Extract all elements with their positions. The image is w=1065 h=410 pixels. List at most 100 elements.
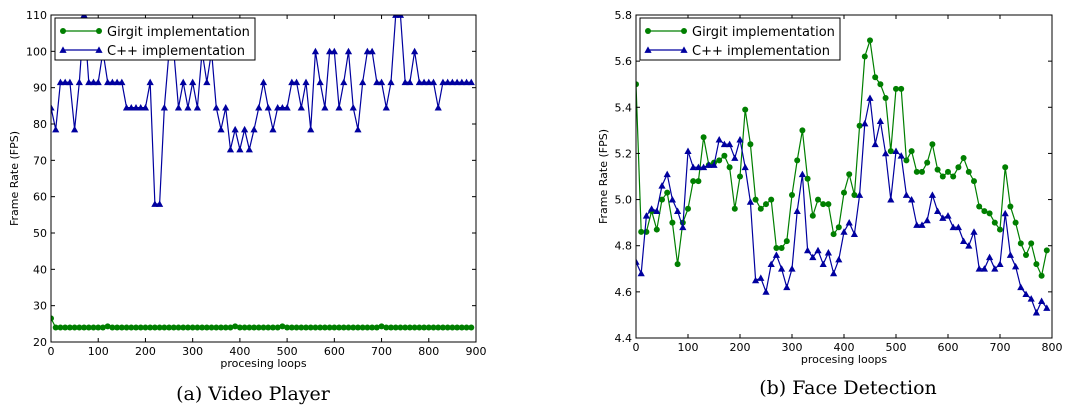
data-point (425, 78, 433, 86)
data-point (658, 182, 666, 189)
data-point (336, 324, 343, 331)
data-point (636, 258, 640, 265)
chart-panel-2: 0 100 200 300 400 500 600 700 800 4.4 4.6 4.8 5.0 5.2… (597, 9, 1063, 399)
data-point (1027, 295, 1035, 302)
data-point (1012, 262, 1020, 270)
data-point (302, 78, 310, 86)
y-tick-label: 80 (33, 118, 47, 131)
y-tick-label: 20 (33, 336, 47, 349)
plot-frame (50, 14, 477, 343)
y-tick-label: 40 (33, 263, 47, 276)
x-tick-label: 600 (938, 341, 959, 354)
data-point (52, 324, 59, 331)
data-point (151, 200, 159, 207)
data-point (746, 198, 754, 205)
data-point (861, 53, 868, 60)
data-point (236, 324, 243, 331)
data-point (80, 15, 88, 18)
data-point (62, 324, 69, 331)
data-point (245, 145, 253, 153)
x-tick-label: 500 (277, 345, 298, 358)
legend-marker (644, 46, 652, 53)
data-point (747, 141, 754, 148)
data-point (89, 78, 98, 86)
data-point (887, 148, 894, 155)
data-point (866, 94, 874, 101)
data-point (335, 104, 343, 111)
data-point (903, 157, 910, 164)
data-point (146, 78, 154, 86)
data-point (768, 196, 775, 203)
data-point (406, 324, 413, 331)
data-point (354, 125, 362, 133)
legend-entry: C++ implementation (107, 44, 245, 59)
data-point (887, 195, 895, 203)
data-point (991, 219, 998, 226)
data-point (388, 324, 394, 331)
data-point (397, 324, 404, 331)
data-point (679, 223, 687, 231)
data-point (51, 315, 54, 322)
data-point (949, 223, 957, 231)
x-tick-label: 600 (324, 345, 345, 358)
data-point (1032, 309, 1040, 316)
data-point (415, 78, 423, 86)
data-point (934, 207, 942, 214)
data-point (259, 78, 268, 86)
data-point (307, 125, 315, 133)
y-tick-label: 100 (26, 45, 47, 58)
data-point (882, 149, 890, 157)
data-point (340, 78, 348, 86)
y-tick-label: 4.8 (615, 240, 633, 253)
data-point (653, 226, 660, 233)
data-point (846, 171, 853, 178)
data-point (241, 125, 249, 133)
data-point (292, 78, 301, 86)
data-point (255, 104, 263, 111)
data-point (184, 324, 191, 331)
data-point (226, 145, 235, 153)
data-point (142, 324, 149, 331)
data-point (264, 104, 272, 111)
data-point (986, 253, 994, 261)
data-point (218, 324, 224, 331)
data-point (720, 140, 728, 148)
x-tick-label: 800 (1042, 341, 1063, 354)
data-point (1033, 261, 1040, 268)
data-point (95, 324, 102, 331)
data-point (293, 324, 300, 331)
data-point (1017, 283, 1025, 291)
data-point (128, 324, 135, 331)
data-point (364, 324, 371, 331)
data-point (344, 47, 353, 55)
data-point (85, 324, 92, 331)
data-point (1043, 247, 1050, 254)
data-point (741, 163, 749, 171)
data-point (1038, 272, 1045, 279)
data-point (66, 78, 74, 86)
data-point (700, 134, 707, 141)
data-point (918, 221, 926, 228)
data-point (127, 104, 135, 111)
data-point (199, 324, 206, 331)
data-point (642, 212, 650, 219)
data-point (94, 78, 102, 86)
data-point (316, 78, 324, 86)
data-point (396, 15, 405, 18)
data-point (783, 238, 790, 245)
data-point (695, 178, 702, 185)
legend-marker (96, 28, 102, 34)
data-point (174, 104, 183, 111)
data-point (1043, 304, 1051, 311)
data-point (222, 324, 229, 331)
data-point (648, 205, 656, 212)
data-point (815, 196, 821, 203)
y-tick-label: 5.0 (615, 194, 633, 207)
data-point (705, 161, 713, 168)
data-point (737, 173, 743, 180)
x-tick-label: 300 (782, 341, 803, 354)
data-point (406, 78, 414, 86)
legend-entry: C++ implementation (692, 44, 830, 59)
data-point (274, 104, 282, 111)
data-point (976, 203, 983, 210)
